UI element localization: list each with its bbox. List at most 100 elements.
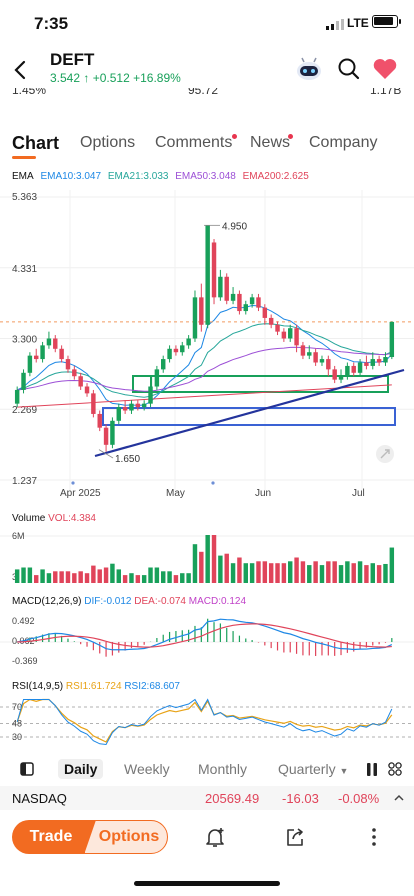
macd-dif: DIF:-0.012 xyxy=(84,596,132,607)
candle-body xyxy=(116,407,121,421)
volume-bar xyxy=(148,567,153,583)
macd-histogram-bar xyxy=(207,618,209,642)
volume-bar xyxy=(161,571,166,583)
rsi-tick-label: 48 xyxy=(12,719,22,729)
ema-legend[interactable]: EMA EMA10:3.047 EMA21:3.033 EMA50:3.048 … xyxy=(12,171,313,182)
volume-bar xyxy=(180,573,185,583)
volume-bar xyxy=(237,557,242,583)
add-alert-icon[interactable] xyxy=(204,826,226,848)
macd-histogram-bar xyxy=(92,642,94,651)
high-annotation: 4.950 xyxy=(222,221,247,232)
search-icon[interactable] xyxy=(337,57,361,81)
volume-bar xyxy=(129,573,134,583)
macd-histogram-bar xyxy=(35,636,37,642)
up-arrow-icon: ↑ xyxy=(83,71,90,85)
volume-bar xyxy=(268,563,274,583)
candle-body xyxy=(345,365,350,377)
layout-toggle-icon[interactable] xyxy=(20,762,34,776)
x-tick-label: Jun xyxy=(255,488,271,499)
macd-histogram-bar xyxy=(156,637,158,642)
candle-body xyxy=(46,338,52,346)
pause-icon[interactable] xyxy=(366,763,378,776)
tab-news[interactable]: News xyxy=(250,134,291,151)
heart-icon[interactable] xyxy=(372,57,398,81)
more-icon[interactable] xyxy=(370,827,378,847)
macd-histogram-bar xyxy=(276,642,279,651)
x-tick-label: May xyxy=(166,488,185,499)
share-icon[interactable] xyxy=(284,826,306,848)
back-button[interactable] xyxy=(6,56,34,84)
macd-histogram-bar xyxy=(200,627,202,642)
candle-body xyxy=(307,352,312,356)
macd-dea-line xyxy=(17,623,392,648)
ema-line xyxy=(16,304,393,406)
caret-down-icon: ▼ xyxy=(339,766,349,776)
macd-legend: MACD(12,26,9) DIF:-0.012 DEA:-0.074 MACD… xyxy=(12,596,246,607)
tab-options[interactable]: Options xyxy=(80,134,136,151)
candle-body xyxy=(27,355,33,373)
macd-histogram-bar xyxy=(175,631,177,642)
macd-histogram-bar xyxy=(41,634,44,642)
macd-histogram-bar xyxy=(48,633,50,642)
trade-button[interactable]: Trade xyxy=(12,820,96,854)
candle-body xyxy=(72,369,77,377)
period-monthly[interactable]: Monthly xyxy=(198,761,248,777)
tab-chart[interactable]: Chart xyxy=(12,133,60,153)
macd-dif-line xyxy=(17,618,393,651)
index-ticker-row[interactable]: NASDAQ 20569.49 -16.03 -0.08% xyxy=(0,786,414,810)
macd-histogram-bar xyxy=(245,638,247,642)
y-tick-label: 2.269 xyxy=(12,405,37,416)
rsi-tick-label: 70 xyxy=(12,702,22,712)
volume-bar xyxy=(281,563,287,583)
macd-title: MACD(12,26,9) xyxy=(12,596,82,607)
stock-chart[interactable]: 5.363 4.331 3.300 2.269 1.237 Apr 2025 May Jun J… xyxy=(0,190,414,750)
volume-tick-label: 6M xyxy=(12,531,25,541)
index-value: 20569.49 xyxy=(205,791,260,806)
event-dot xyxy=(71,481,75,485)
chevron-left-icon xyxy=(14,60,26,80)
rsi-legend: RSI(14,9,5) RSI1:61.724 RSI2:68.607 xyxy=(12,681,180,692)
volume-bar xyxy=(199,551,204,583)
volume-bar xyxy=(84,573,90,583)
candle-body xyxy=(103,427,109,445)
macd-histogram-bar xyxy=(67,638,69,642)
candle-body xyxy=(364,362,369,366)
volume-bar xyxy=(97,569,102,583)
volume-title: Volume xyxy=(12,513,46,524)
period-weekly[interactable]: Weekly xyxy=(124,761,170,777)
options-button[interactable]: Options xyxy=(84,820,168,854)
trendline xyxy=(94,368,405,458)
ema-line xyxy=(17,323,393,398)
volume-bar xyxy=(262,561,268,583)
y-tick-label: 4.331 xyxy=(12,264,37,275)
macd-histogram-bar xyxy=(391,638,393,642)
ticker-symbol: DEFT xyxy=(50,50,95,69)
trade-options-group: Options Trade xyxy=(12,820,168,854)
quote-line: 3.542 ↑ +0.512 +16.89% xyxy=(50,71,181,85)
period-daily[interactable]: Daily xyxy=(58,759,104,779)
volume-bar xyxy=(357,561,363,583)
volume-bar xyxy=(135,575,141,583)
volume-bar xyxy=(345,561,350,583)
volume-bar xyxy=(326,561,331,583)
macd-histogram-bar xyxy=(232,631,234,642)
tab-underline xyxy=(12,156,36,159)
tab-comments[interactable]: Comments xyxy=(155,134,233,151)
candle-body xyxy=(167,348,172,360)
robot-assistant-icon[interactable] xyxy=(295,57,323,83)
y-tick-label: 3.300 xyxy=(12,335,37,346)
grid-icon[interactable] xyxy=(388,762,402,776)
candle-body xyxy=(34,355,39,360)
volume-bar xyxy=(307,565,312,583)
volume-bar xyxy=(72,573,77,583)
volume-bar xyxy=(370,563,375,583)
candle-body xyxy=(135,403,141,408)
macd-histogram-bar xyxy=(346,642,348,653)
rsi2-line xyxy=(16,698,393,746)
macd-histogram-bar xyxy=(168,631,171,642)
chevron-up-icon[interactable] xyxy=(394,794,404,801)
macd-histogram-bar xyxy=(295,642,298,654)
tab-company[interactable]: Company xyxy=(309,134,378,151)
period-quarterly[interactable]: Quarterly ▼ xyxy=(278,761,348,777)
demand-zone-box xyxy=(102,407,396,426)
